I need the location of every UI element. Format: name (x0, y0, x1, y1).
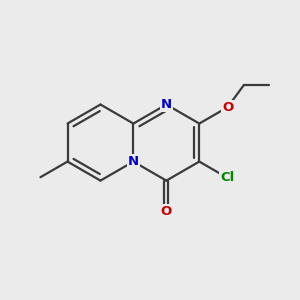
Text: O: O (222, 101, 233, 114)
Text: O: O (161, 205, 172, 218)
Text: Cl: Cl (220, 171, 235, 184)
Text: N: N (161, 98, 172, 111)
Text: N: N (128, 155, 139, 168)
